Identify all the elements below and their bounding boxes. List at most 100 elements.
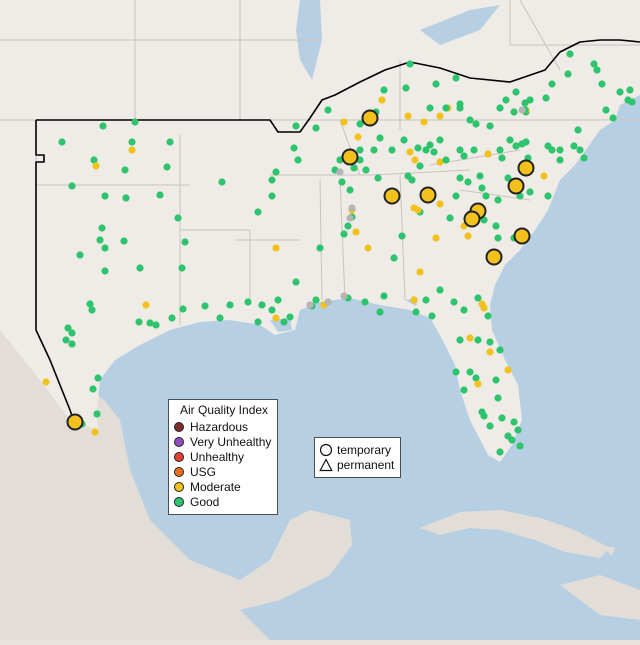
monitor-marker [294,156,302,164]
monitor-marker [548,80,556,88]
monitor-marker [218,178,226,186]
aqi-legend: Air Quality Index Hazardous Very Unhealt… [168,399,278,515]
monitor-marker [179,305,187,313]
monitor-marker [442,104,450,112]
monitor-marker [316,244,324,252]
monitor-marker [344,222,352,230]
monitor-marker [414,206,422,214]
temporary-monitor-marker [463,210,481,228]
monitor-marker [504,432,512,440]
monitor-marker [272,244,280,252]
monitor-marker [244,298,252,306]
legend-item-moderate: Moderate [174,480,241,494]
monitor-marker [498,154,506,162]
monitor-marker [466,368,474,376]
monitor-marker [146,319,154,327]
monitor-marker [542,94,550,102]
monitor-marker [422,146,430,154]
monitor-marker [574,126,582,134]
monitor-marker [380,86,388,94]
monitor-marker [306,301,314,309]
monitor-marker [496,346,504,354]
monitor-marker [168,314,176,322]
monitor-marker [420,118,428,126]
monitor-marker [340,118,348,126]
monitor-marker [410,296,418,304]
legend-item-usg: USG [174,465,216,479]
monitor-marker [274,296,282,304]
monitor-marker [472,374,480,382]
monitor-marker [226,301,234,309]
monitor-marker [400,136,408,144]
monitor-marker [482,192,490,200]
monitor-marker [474,336,482,344]
monitor-marker [414,144,422,152]
monitor-marker [590,60,598,68]
land-cuba [420,510,610,558]
monitor-marker [142,301,150,309]
monitor-marker [432,234,440,242]
monitor-marker [436,200,444,208]
triangle-icon [319,457,333,471]
temporary-monitor-marker [485,248,503,266]
monitor-marker [452,74,460,82]
temporary-monitor-marker [341,148,359,166]
monitor-marker [411,156,419,164]
monitor-marker [406,148,414,156]
monitor-marker [496,448,504,456]
monitor-marker [486,422,494,430]
monitor-marker [522,138,530,146]
monitor-marker [526,188,534,196]
monitor-marker [354,133,362,141]
monitor-marker [464,178,472,186]
monitor-marker [436,136,444,144]
monitor-marker [478,184,486,192]
legend-label-permanent: permanent [337,457,395,472]
monitor-marker [494,234,502,242]
monitor-marker [378,96,386,104]
monitor-marker [340,292,348,300]
monitor-marker [336,168,344,176]
monitor-marker [93,410,101,418]
monitor-marker [292,278,300,286]
temporary-monitor-marker [383,187,401,205]
monitor-marker [99,122,107,130]
monitor-marker [101,244,109,252]
monitor-marker [432,80,440,88]
monitor-marker [624,96,632,104]
monitor-marker [408,176,416,184]
monitor-marker [268,176,276,184]
monitor-marker [576,146,584,154]
monitor-marker [398,232,406,240]
monitor-marker [512,142,520,150]
monitor-marker [356,146,364,154]
monitor-marker [388,146,396,154]
monitor-marker [456,174,464,182]
monitor-marker [626,86,634,94]
monitor-marker [416,268,424,276]
monitor-marker [254,208,262,216]
monitor-marker [178,264,186,272]
monitor-marker [492,222,500,230]
monitor-marker [556,156,564,164]
monitor-marker [492,376,500,384]
monitor-marker [361,298,369,306]
monitor-marker [426,141,434,149]
monitor-marker [506,136,514,144]
monitor-marker [456,104,464,112]
monitor-marker [484,150,492,158]
monitor-marker [88,306,96,314]
monitor-marker [480,304,488,312]
monitor-marker [324,106,332,114]
monitor-marker [472,120,480,128]
legend-swatch-moderate [174,482,184,492]
monitor-marker [346,214,354,222]
monitor-marker [426,104,434,112]
monitor-marker [352,228,360,236]
monitor-marker [474,380,482,388]
monitor-marker [602,106,610,114]
monitor-marker [280,318,288,326]
monitor-marker [521,99,529,107]
